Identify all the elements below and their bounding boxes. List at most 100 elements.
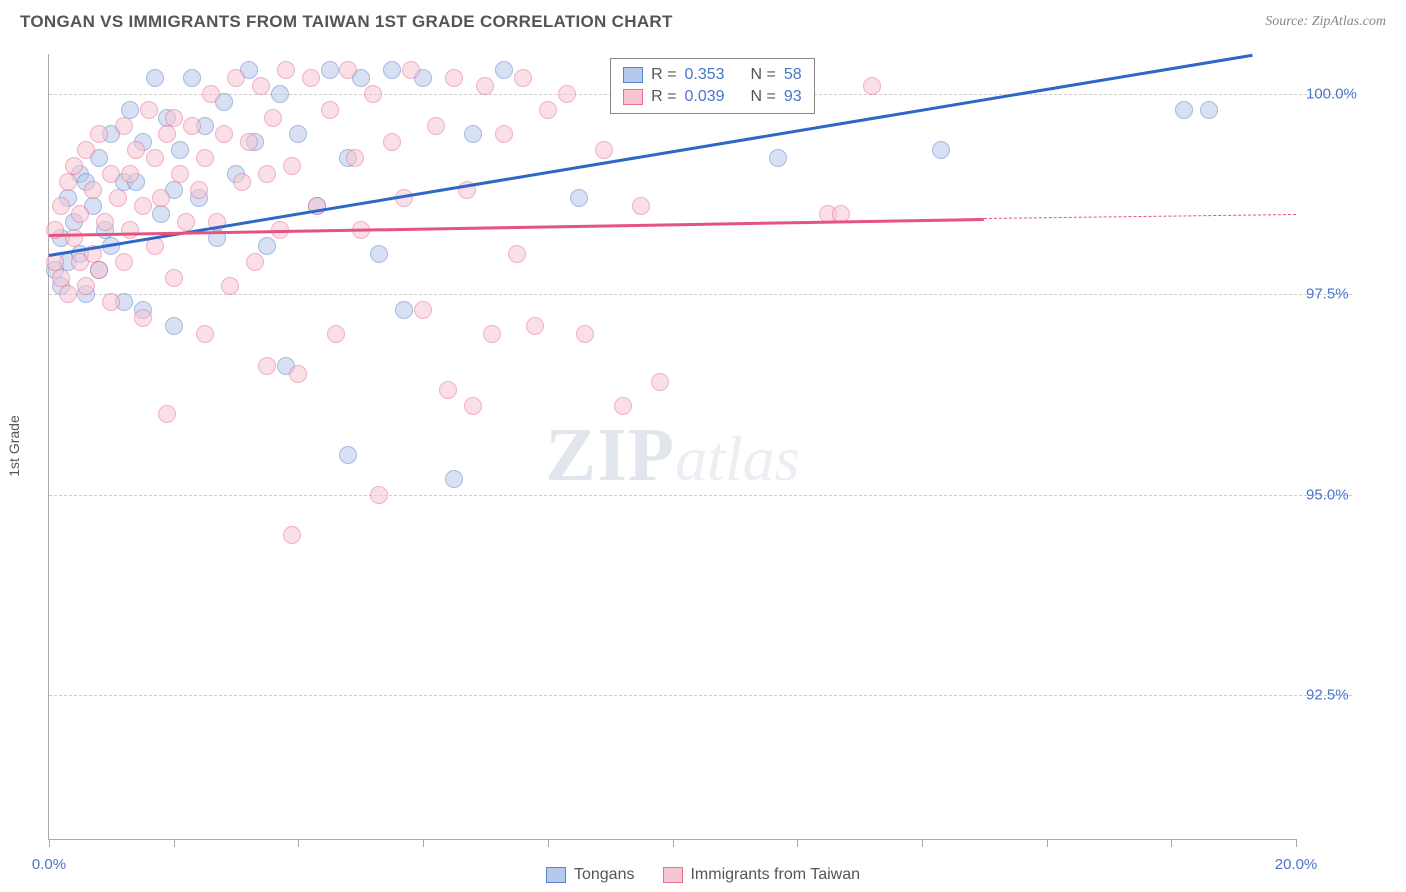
scatter-point — [383, 133, 401, 151]
scatter-point — [514, 69, 532, 87]
x-tick-label: 0.0% — [32, 856, 66, 873]
scatter-point — [165, 269, 183, 287]
scatter-point — [115, 253, 133, 271]
bottom-legend: Tongans Immigrants from Taiwan — [546, 866, 860, 884]
r-value: 0.039 — [684, 88, 724, 106]
scatter-point — [614, 397, 632, 415]
x-tick — [548, 839, 549, 847]
scatter-point — [146, 149, 164, 167]
x-tick — [922, 839, 923, 847]
scatter-point — [215, 125, 233, 143]
r-value: 0.353 — [684, 66, 724, 84]
chart-title: TONGAN VS IMMIGRANTS FROM TAIWAN 1ST GRA… — [20, 12, 673, 32]
scatter-point — [233, 173, 251, 191]
scatter-point — [115, 117, 133, 135]
scatter-point — [165, 109, 183, 127]
scatter-point — [59, 173, 77, 191]
scatter-point — [632, 197, 650, 215]
scatter-point — [90, 125, 108, 143]
scatter-point — [289, 125, 307, 143]
scatter-point — [196, 325, 214, 343]
scatter-point — [1175, 101, 1193, 119]
legend-swatch — [662, 867, 682, 883]
x-tick — [49, 839, 50, 847]
x-tick — [1296, 839, 1297, 847]
scatter-point — [65, 157, 83, 175]
y-tick-label: 95.0% — [1306, 486, 1396, 503]
scatter-point — [258, 237, 276, 255]
scatter-point — [370, 486, 388, 504]
x-tick — [1047, 839, 1048, 847]
scatter-point — [177, 213, 195, 231]
scatter-point — [134, 309, 152, 327]
scatter-point — [183, 117, 201, 135]
legend-label: Tongans — [574, 866, 635, 884]
scatter-point — [526, 317, 544, 335]
y-tick-label: 97.5% — [1306, 286, 1396, 303]
y-tick-label: 100.0% — [1306, 86, 1396, 103]
n-label: N = — [751, 66, 776, 84]
scatter-point — [127, 141, 145, 159]
scatter-point — [445, 470, 463, 488]
y-axis-label: 1st Grade — [6, 415, 22, 476]
scatter-point — [252, 77, 270, 95]
scatter-point — [246, 253, 264, 271]
scatter-point — [59, 285, 77, 303]
legend-label: Immigrants from Taiwan — [690, 866, 860, 884]
scatter-point — [395, 301, 413, 319]
scatter-point — [402, 61, 420, 79]
scatter-point — [84, 181, 102, 199]
scatter-point — [152, 189, 170, 207]
scatter-point — [71, 205, 89, 223]
gridline — [49, 294, 1352, 295]
x-tick — [673, 839, 674, 847]
scatter-chart: ZIPatlas 92.5%95.0%97.5%100.0%0.0%20.0%R… — [48, 54, 1296, 840]
scatter-point — [464, 397, 482, 415]
scatter-point — [570, 189, 588, 207]
n-label: N = — [751, 88, 776, 106]
x-tick — [298, 839, 299, 847]
scatter-point — [321, 61, 339, 79]
scatter-point — [508, 245, 526, 263]
n-value: 93 — [784, 88, 802, 106]
scatter-point — [102, 165, 120, 183]
scatter-point — [651, 373, 669, 391]
stats-legend-row: R =0.039N =93 — [623, 86, 802, 108]
scatter-point — [171, 165, 189, 183]
scatter-point — [339, 61, 357, 79]
scatter-point — [339, 446, 357, 464]
scatter-point — [464, 125, 482, 143]
scatter-point — [495, 125, 513, 143]
gridline — [49, 495, 1352, 496]
scatter-point — [258, 357, 276, 375]
scatter-point — [102, 293, 120, 311]
scatter-point — [283, 526, 301, 544]
scatter-point — [576, 325, 594, 343]
scatter-point — [445, 69, 463, 87]
scatter-point — [264, 109, 282, 127]
scatter-point — [46, 221, 64, 239]
scatter-point — [277, 61, 295, 79]
scatter-point — [283, 157, 301, 175]
r-label: R = — [651, 66, 676, 84]
scatter-point — [258, 165, 276, 183]
x-tick — [174, 839, 175, 847]
scatter-point — [383, 61, 401, 79]
scatter-point — [202, 85, 220, 103]
scatter-point — [240, 133, 258, 151]
scatter-point — [77, 141, 95, 159]
gridline — [49, 695, 1352, 696]
scatter-point — [271, 85, 289, 103]
scatter-point — [221, 277, 239, 295]
scatter-point — [370, 245, 388, 263]
scatter-point — [121, 165, 139, 183]
scatter-point — [364, 85, 382, 103]
scatter-point — [190, 181, 208, 199]
x-tick — [797, 839, 798, 847]
scatter-point — [483, 325, 501, 343]
scatter-point — [152, 205, 170, 223]
scatter-point — [158, 405, 176, 423]
scatter-point — [863, 77, 881, 95]
scatter-point — [146, 69, 164, 87]
scatter-point — [90, 261, 108, 279]
